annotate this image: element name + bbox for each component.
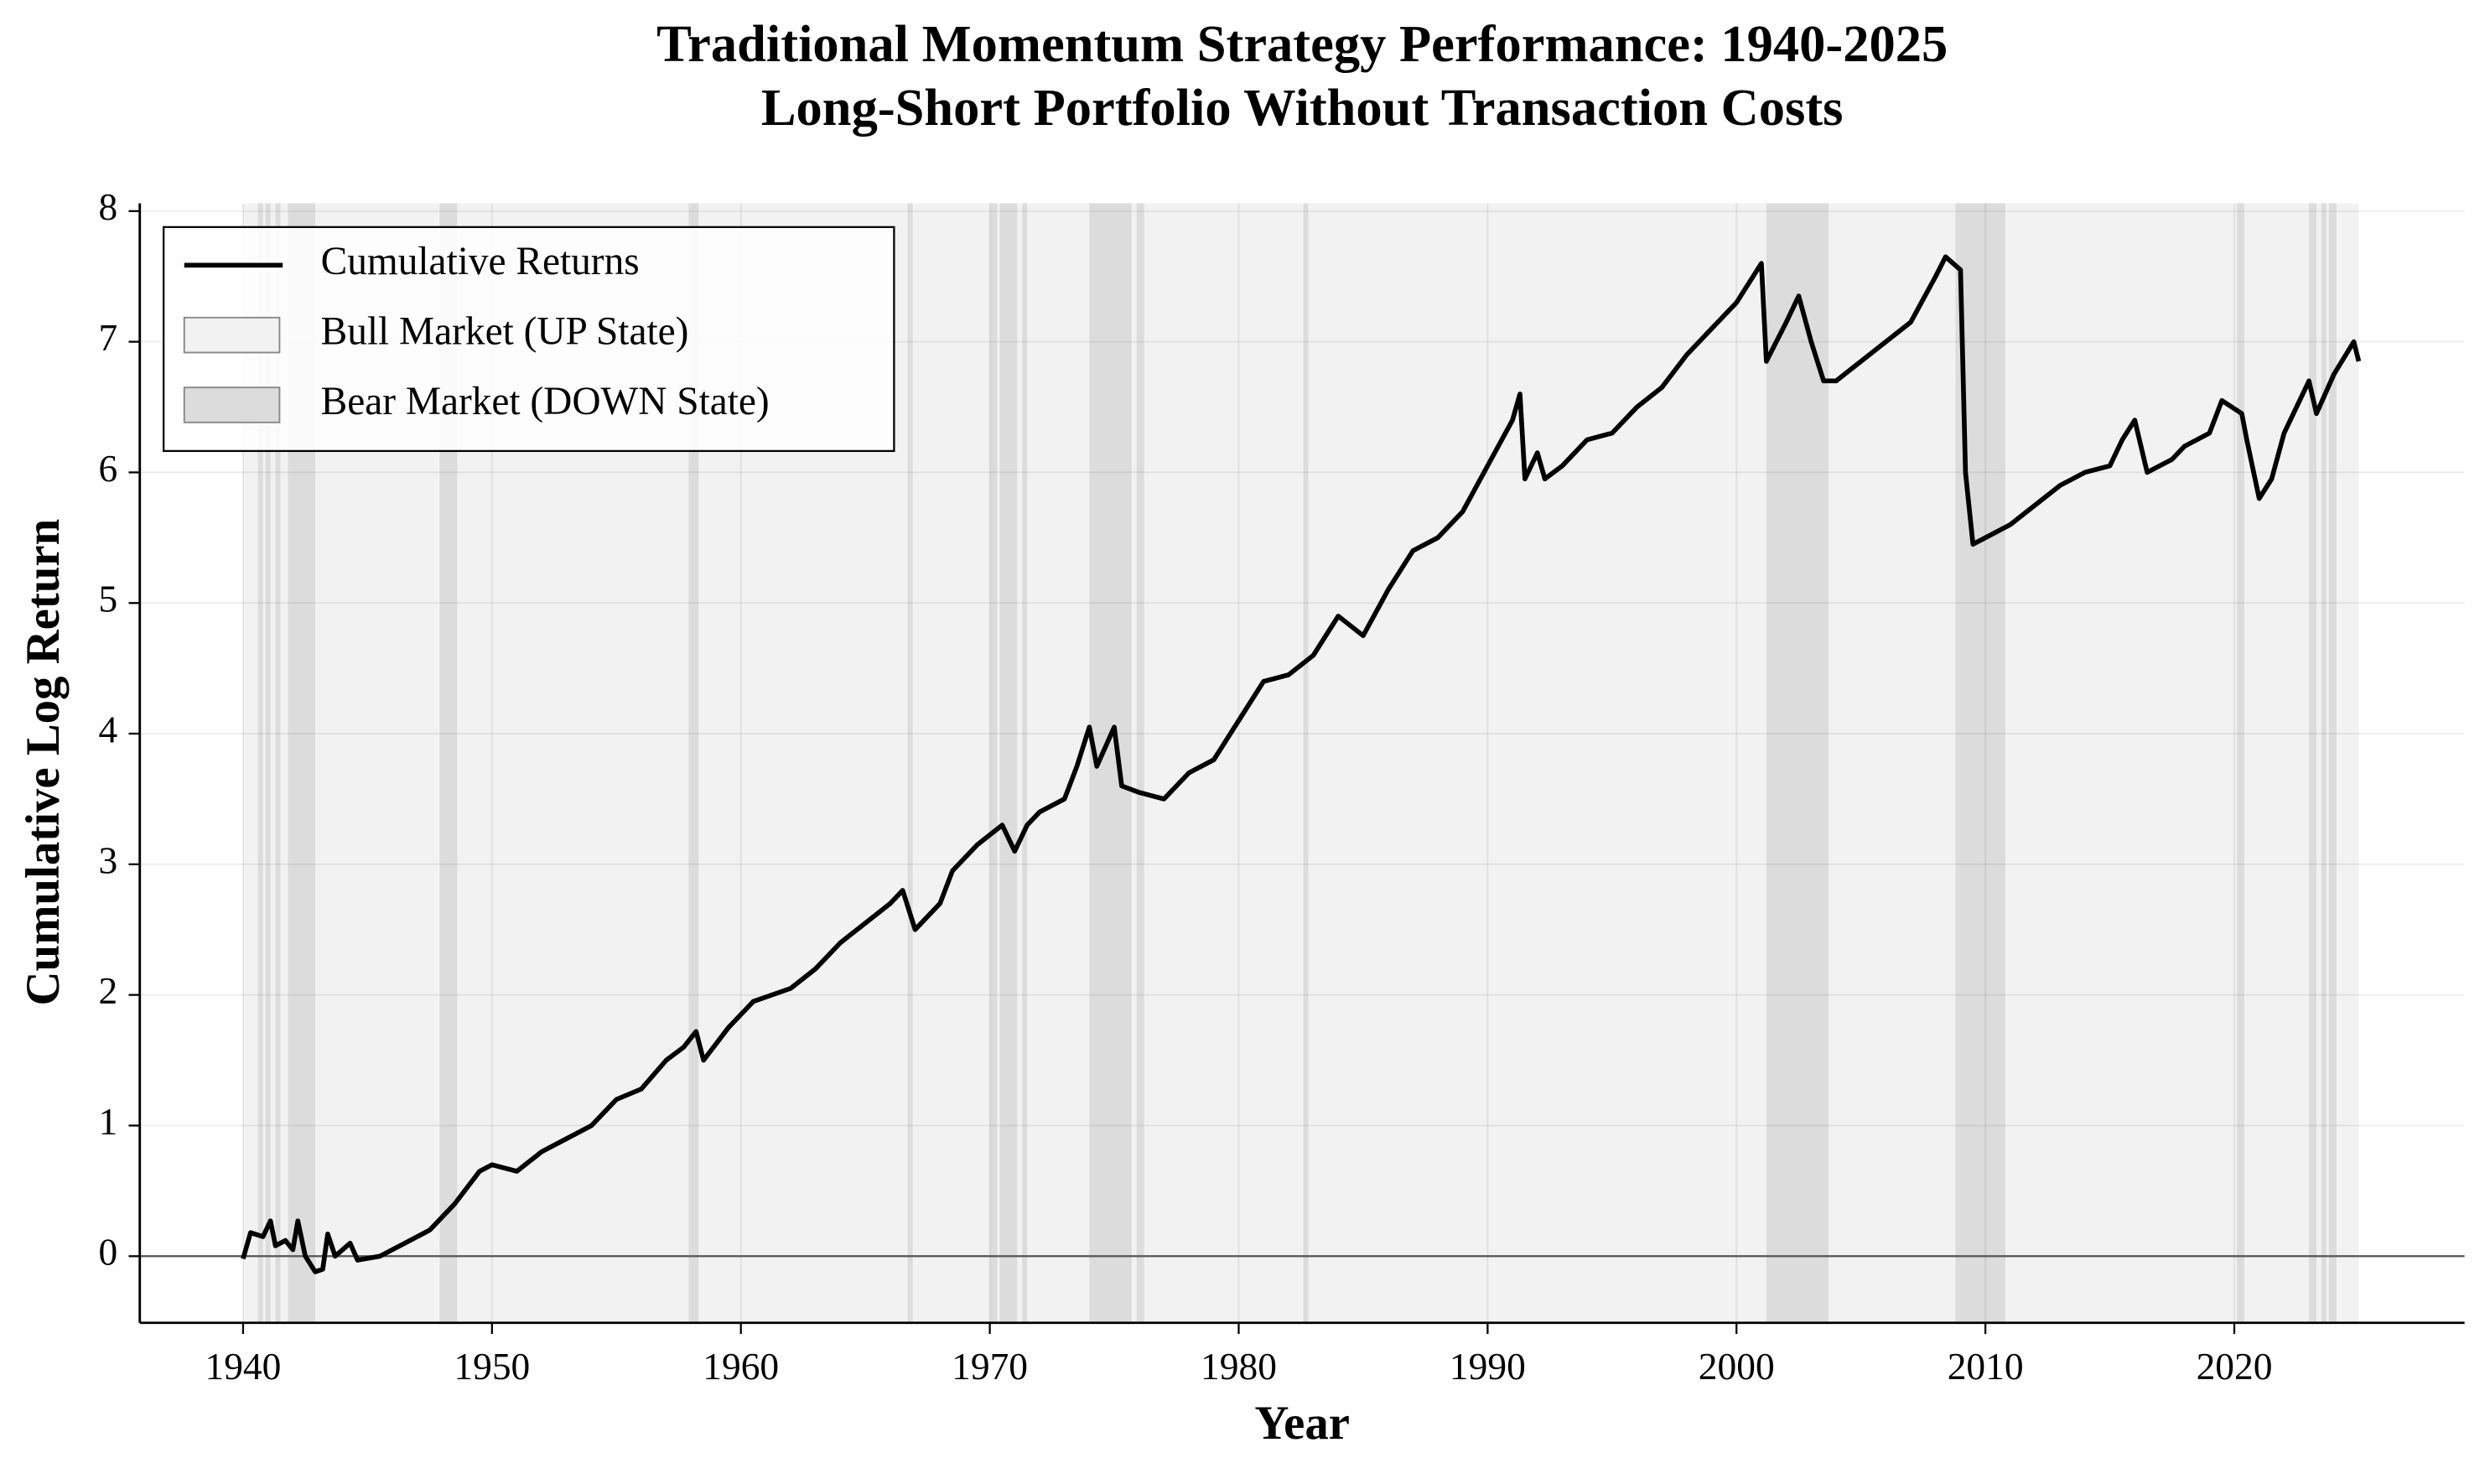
chart-subtitle: Long-Short Portfolio Without Transaction…	[761, 78, 1844, 137]
y-tick-label: 3	[98, 838, 117, 881]
regime-band	[2321, 203, 2327, 1323]
y-tick-label: 6	[98, 447, 117, 490]
regime-band	[989, 203, 998, 1323]
regime-band	[257, 203, 263, 1323]
regime-band	[265, 203, 271, 1323]
x-tick-label: 1980	[1201, 1345, 1277, 1388]
y-tick-label: 0	[98, 1231, 117, 1274]
x-tick-label: 2000	[1699, 1345, 1775, 1388]
legend-label: Cumulative Returns	[321, 240, 640, 283]
x-tick-label: 1960	[703, 1345, 779, 1388]
y-tick-label: 1	[98, 1100, 117, 1143]
x-tick-label: 2010	[1948, 1345, 2024, 1388]
y-tick-label: 2	[98, 969, 117, 1012]
chart-title: Traditional Momentum Strategy Performanc…	[656, 14, 1948, 73]
legend: Cumulative Returns Bull Market (UP State)…	[163, 226, 895, 453]
x-tick-label: 1940	[205, 1345, 282, 1388]
x-tick-label: 2020	[2197, 1345, 2273, 1388]
regime-band	[1136, 203, 1144, 1323]
legend-label: Bull Market (UP State)	[321, 310, 689, 354]
y-axis-label: Cumulative Log Return	[17, 519, 70, 1006]
regime-band	[439, 203, 458, 1323]
x-tick-label: 1950	[454, 1345, 530, 1388]
y-tick-label: 5	[98, 578, 117, 620]
regime-band	[2328, 203, 2337, 1323]
regime-band	[2309, 203, 2316, 1323]
legend-label: Bear Market (DOWN State)	[321, 380, 770, 423]
regime-band	[1766, 203, 1829, 1323]
x-tick-label: 1990	[1450, 1345, 1526, 1388]
regime-band	[1022, 203, 1028, 1323]
regime-band	[999, 203, 1018, 1323]
y-tick-label: 4	[98, 708, 117, 750]
legend-frame	[163, 226, 895, 453]
regime-band	[275, 203, 281, 1323]
y-tick-label: 7	[98, 316, 117, 359]
regime-band	[907, 203, 913, 1323]
series-line	[241, 254, 2362, 1274]
legend-swatch	[183, 387, 281, 423]
legend-swatch	[183, 316, 281, 354]
regime-band	[2236, 203, 2244, 1323]
regime-band	[688, 203, 699, 1323]
x-axis-label: Year	[1254, 1397, 1350, 1450]
regime-band	[1303, 203, 1309, 1323]
y-tick-label: 8	[98, 185, 117, 228]
x-tick-label: 1970	[952, 1345, 1028, 1388]
